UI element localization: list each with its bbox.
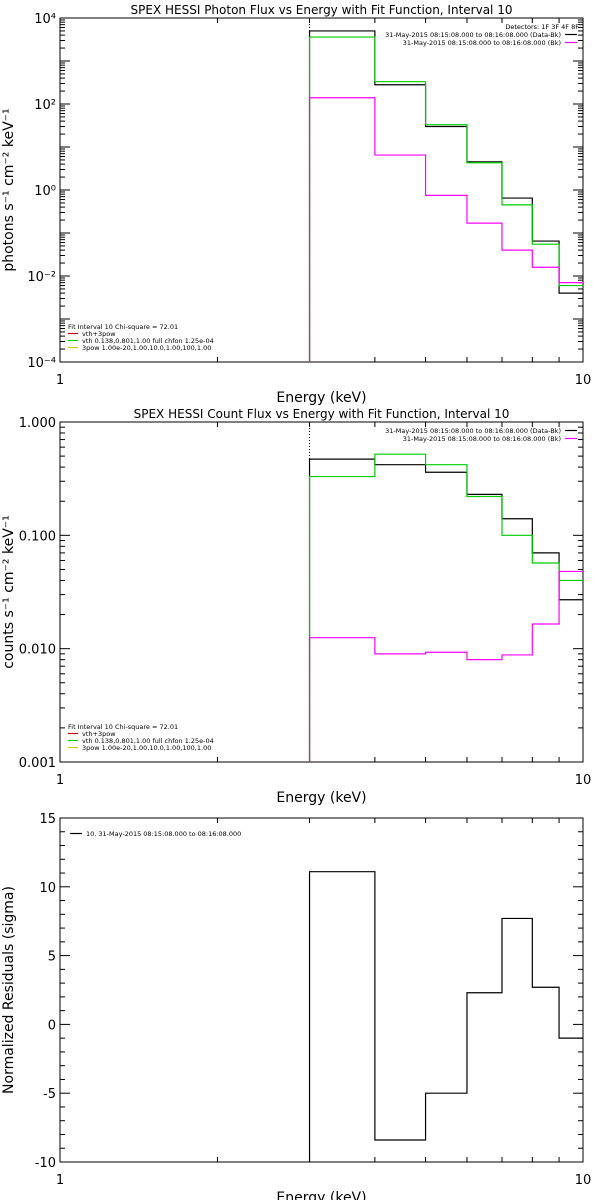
- y-tick-label: 0: [48, 1018, 56, 1033]
- y-tick-label: 0.010: [19, 643, 56, 658]
- legend-fit-header: Fit Interval 10 Chi-square = 72.01: [68, 723, 178, 731]
- x-tick-label: 1: [56, 773, 64, 788]
- legend-entry-label: 3pow 1.00e-20,1.00,10.0,1.00,100,1.00: [82, 744, 211, 752]
- y-tick-label: 10⁴: [34, 12, 56, 27]
- x-axis-label: Energy (keV): [276, 790, 366, 806]
- y-tick-label: -10: [35, 1156, 56, 1171]
- plot-frame: [59, 817, 584, 1163]
- y-tick-label: 15: [39, 812, 56, 827]
- chart-panel-3: 1 10 -10 -5 0 5 10 15 Energy (keV) Normalized Res…: [1, 812, 591, 1200]
- y-tick-label: 10⁻⁴: [27, 356, 56, 371]
- y-axis-label: photons s⁻¹ cm⁻² keV⁻¹: [1, 108, 17, 271]
- x-axis-label: Energy (keV): [276, 390, 366, 406]
- chart-title: SPEX HESSI Count Flux vs Energy with Fit…: [134, 407, 510, 421]
- x-tick-label: 10: [575, 1173, 592, 1188]
- series-line-2: [308, 36, 583, 362]
- x-tick-label: 10: [575, 373, 592, 388]
- chart-panel-1: SPEX HESSI Photon Flux vs Energy with Fi…: [1, 3, 591, 406]
- y-tick-label: 10: [39, 881, 56, 896]
- x-tick-label: 10: [575, 773, 592, 788]
- plot-frame: [59, 17, 584, 363]
- legend-entry-label: vth+3pow: [82, 730, 116, 738]
- legend-entry-label: 31-May-2015 08:15:08.000 to 08:16:08.000…: [385, 427, 561, 435]
- legend-entry-label: 3pow 1.00e-20,1.00,10.0,1.00,100,1.00: [82, 344, 211, 352]
- legend-entry-label: 31-May-2015 08:15:08.000 to 08:16:08.000…: [385, 31, 561, 39]
- series-line-2: [308, 453, 583, 762]
- y-tick-label: 0.001: [19, 756, 56, 771]
- y-tick-label: 10⁰: [34, 184, 56, 199]
- legend-entry-label: 10. 31-May-2015 08:15:08.000 to 08:16:08…: [86, 830, 241, 838]
- y-tick-label: 5: [48, 950, 56, 965]
- chart-panel-2: SPEX HESSI Count Flux vs Energy with Fit…: [1, 407, 591, 806]
- y-tick-label: 10⁻²: [27, 270, 56, 285]
- series-line-1: [308, 458, 583, 762]
- series-line-1: [308, 871, 583, 1162]
- plot-frame: [59, 421, 584, 763]
- y-tick-label: -5: [43, 1087, 56, 1102]
- chart-title: SPEX HESSI Photon Flux vs Energy with Fi…: [131, 3, 513, 17]
- x-tick-label: 1: [56, 1173, 64, 1188]
- legend-entry-label: vth 0.138,0.801,1.00 full chfon 1.25e-04: [82, 337, 214, 345]
- legend-entry-label: vth 0.138,0.801,1.00 full chfon 1.25e-04: [82, 737, 214, 745]
- y-tick-label: 0.100: [19, 529, 56, 544]
- legend-fit-header: Fit Interval 10 Chi-square = 72.01: [68, 323, 178, 331]
- series-line-1: [308, 30, 583, 362]
- y-axis-label: Normalized Residuals (sigma): [1, 886, 17, 1094]
- legend-detectors: Detectors: 1F 3F 4F 8F: [505, 23, 579, 31]
- y-tick-label: 10²: [34, 98, 56, 113]
- legend-entry-label: 31-May-2015 08:15:08.000 to 08:16:08.000…: [403, 435, 561, 443]
- x-tick-label: 1: [56, 373, 64, 388]
- series-line-3: [308, 97, 583, 362]
- x-axis-label: Energy (keV): [276, 1190, 366, 1200]
- y-tick-label: 1.000: [19, 416, 56, 431]
- legend-entry-label: vth+3pow: [82, 330, 116, 338]
- series-line-3: [308, 570, 583, 762]
- legend-entry-label: 31-May-2015 08:15:08.000 to 08:16:08.000…: [403, 39, 561, 47]
- y-axis-label: counts s⁻¹ cm⁻² keV⁻¹: [1, 515, 17, 669]
